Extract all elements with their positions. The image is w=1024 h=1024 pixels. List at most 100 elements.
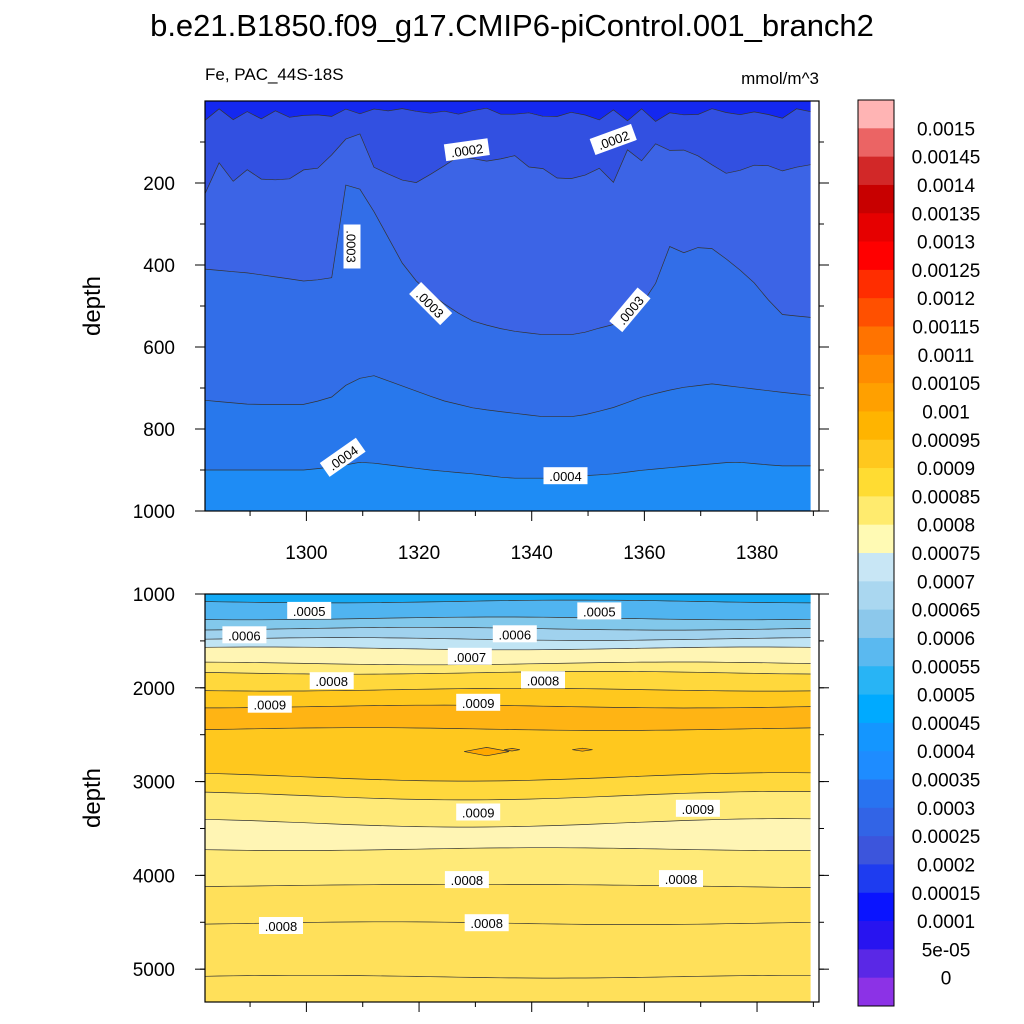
lower-plot-frame — [204, 593, 820, 1003]
y-tick-label: 5000 — [133, 960, 175, 981]
colorbar-swatch — [858, 637, 894, 667]
closed-contour — [464, 746, 510, 757]
contour-label-text: .0009 — [254, 698, 287, 713]
contour-label-text: .0008 — [470, 916, 503, 931]
contour-label: .0009 — [247, 695, 292, 713]
y-tick-label: 1000 — [133, 585, 175, 606]
colorbar-label: 0.00145 — [912, 148, 981, 169]
units-label: mmol/m^3 — [741, 69, 819, 88]
contour-label: .0009 — [456, 803, 501, 821]
y-tick-label: 800 — [143, 420, 175, 441]
contour-label-text: .0008 — [315, 674, 348, 689]
contour-label: .0005 — [577, 602, 622, 620]
colorbar-swatch — [858, 892, 894, 922]
colorbar-swatch — [858, 184, 894, 214]
contour-line — [204, 671, 811, 675]
contour-band — [205, 847, 811, 888]
colorbar-swatch — [858, 439, 894, 469]
upper-panel-contours — [204, 107, 811, 479]
contour-line — [204, 133, 811, 194]
contour-label: .0002 — [443, 138, 490, 162]
contour-line — [205, 704, 811, 709]
contour-line — [204, 791, 811, 801]
contour-label-text: .0005 — [583, 604, 616, 619]
colorbar-swatch — [858, 581, 894, 611]
closed-contour — [504, 748, 520, 752]
contour-band — [205, 617, 811, 631]
panel-left-label: Fe, PAC_44S-18S — [205, 65, 344, 84]
contour-band — [205, 637, 811, 650]
colorbar-label: 5e-05 — [922, 940, 971, 961]
contour-label: .0008 — [444, 871, 489, 889]
colorbar-swatch — [858, 213, 894, 242]
colorbar-swatch — [858, 921, 894, 950]
contour-band — [205, 818, 811, 851]
x-tick-label: 1340 — [511, 543, 553, 564]
colorbar-label: 0.0015 — [917, 119, 975, 140]
colorbar-frame — [857, 99, 895, 1007]
contour-label-text: .0008 — [527, 673, 560, 688]
colorbar-label: 0.0004 — [917, 742, 976, 763]
colorbar-swatch — [858, 807, 894, 837]
contour-label-text: .0003 — [344, 230, 359, 263]
colorbar-label: 0.00115 — [912, 318, 979, 339]
colorbar-label: 0.00065 — [912, 601, 981, 622]
contour-band — [205, 662, 811, 675]
contour-band — [205, 647, 811, 665]
colorbar-label: 0.0011 — [918, 346, 975, 367]
colorbar-label: 0.0003 — [917, 799, 975, 820]
contour-line — [204, 184, 811, 336]
contour-band — [205, 108, 811, 194]
contour-line — [204, 375, 811, 418]
contour-label-text: .0002 — [450, 141, 484, 160]
contour-label: .0008 — [259, 917, 303, 934]
colorbar-swatch — [858, 977, 894, 1007]
contour-line — [204, 818, 811, 828]
colorbar-swatch — [858, 383, 894, 412]
colorbar-label: 0.00105 — [912, 374, 981, 395]
contour-band — [205, 791, 811, 828]
contour-label-text: .0009 — [462, 806, 495, 821]
colorbar-label: 0.0009 — [917, 459, 975, 480]
upper-panel-axes: 200 400 600 800 1000 1300 1320 1340 1360 1380 — [133, 141, 829, 564]
contour-label: .0005 — [287, 601, 332, 619]
contour-band — [205, 727, 811, 782]
contour-label-text: .0009 — [462, 696, 495, 711]
colorbar-label: 0.00085 — [912, 487, 981, 508]
contour-label: .0004 — [543, 467, 588, 485]
colorbar-swatch — [858, 411, 894, 441]
colorbar-label: 0.0001 — [917, 912, 975, 933]
lower-panel-axes: 1000 2000 3000 4000 5000 — [133, 585, 829, 1012]
colorbar-label: 0.00075 — [912, 544, 981, 565]
colorbar-label: 0.00015 — [912, 884, 981, 905]
x-tick-label: 1320 — [398, 543, 440, 564]
colorbar-swatch — [858, 864, 894, 894]
upper-y-axis-label: depth — [79, 276, 106, 336]
colorbar-label: 0.0002 — [917, 855, 975, 876]
colorbar: 0.0015 0.00145 0.0014 0.00135 0.0013 0.00125 0… — [857, 99, 981, 1007]
colorbar-label: 0.0014 — [917, 176, 976, 197]
contour-line — [204, 107, 811, 122]
contour-line — [204, 687, 811, 692]
contour-label: .0009 — [456, 693, 501, 711]
contour-band — [205, 688, 811, 708]
colorbar-swatch — [858, 722, 894, 752]
contour-band — [205, 101, 811, 122]
colorbar-label: 0.00025 — [912, 827, 981, 848]
contour-label: .0003 — [343, 224, 361, 269]
colorbar-swatch — [858, 694, 894, 724]
contour-label-text: .0006 — [499, 627, 532, 642]
upper-panel-contour-labels: .0002.0002.0003.0003.0003.0004.0004 — [319, 123, 651, 485]
colorbar-swatch — [858, 751, 894, 780]
contour-label: .0008 — [309, 672, 354, 690]
colorbar-swatch — [858, 354, 894, 384]
contour-line — [204, 974, 811, 979]
contour-band — [205, 600, 811, 620]
contour-line — [204, 616, 811, 621]
y-tick-label: 400 — [143, 256, 175, 277]
colorbar-swatch — [858, 666, 894, 695]
contour-band — [205, 671, 811, 692]
contour-label: .0008 — [659, 870, 703, 888]
colorbar-swatch — [858, 128, 894, 158]
contour-label-text: .0008 — [451, 873, 484, 888]
